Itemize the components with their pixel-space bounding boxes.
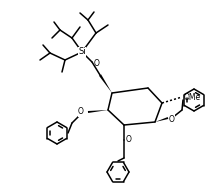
Text: OMe: OMe <box>184 92 201 102</box>
Text: O: O <box>94 58 100 68</box>
Text: Si: Si <box>78 47 86 57</box>
Polygon shape <box>155 117 168 122</box>
Text: O: O <box>169 114 175 124</box>
Polygon shape <box>99 74 112 93</box>
Text: O: O <box>126 135 132 145</box>
Text: O: O <box>78 108 84 117</box>
Polygon shape <box>88 110 108 113</box>
